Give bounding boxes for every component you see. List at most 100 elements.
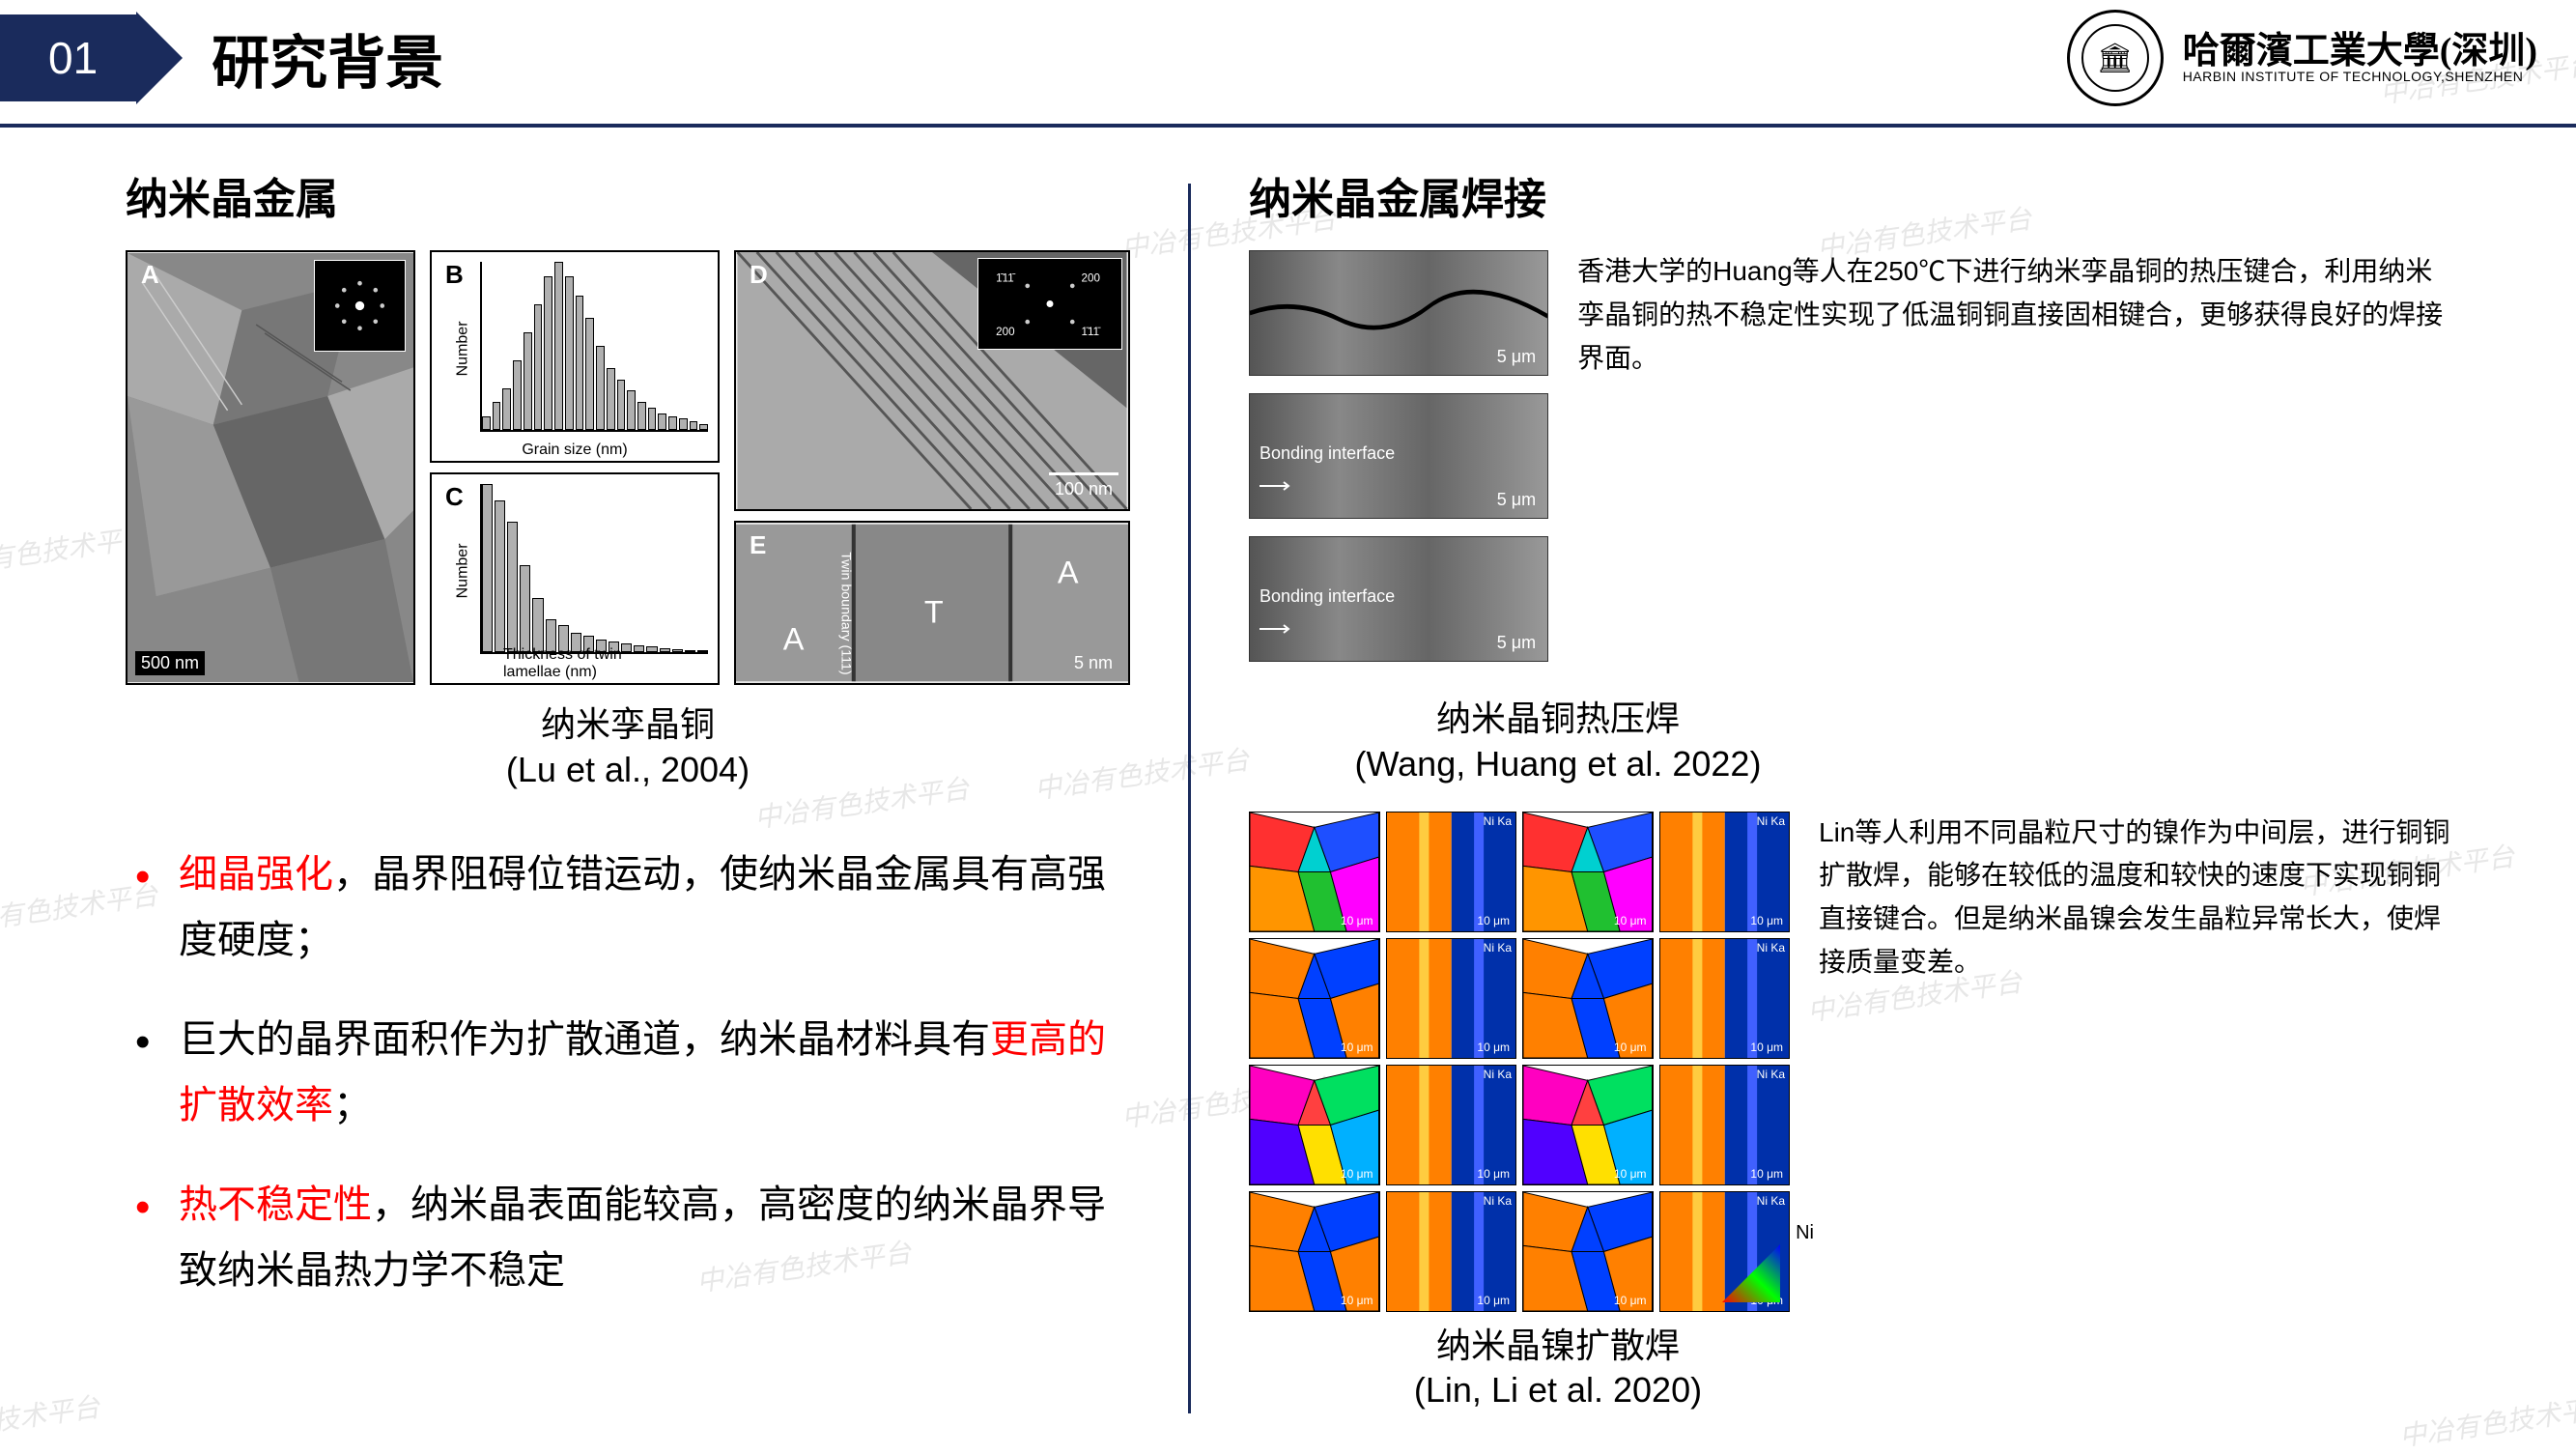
- section-number: 01: [0, 14, 136, 101]
- university-name-cn: 哈爾濱工業大學(深圳): [2183, 33, 2537, 70]
- caption-line1: 纳米孪晶铜: [126, 702, 1130, 748]
- strip-scale: 5 μm: [1497, 347, 1536, 367]
- figure-panel-c-histogram: Number Thickness of twin lamellae (nm) C: [430, 472, 720, 685]
- hist-bar: [658, 413, 666, 430]
- ebsd-map-cell: 10 μm: [1249, 812, 1380, 932]
- caption-line2: (Lu et al., 2004): [126, 748, 1130, 793]
- hist-bar: [627, 390, 636, 430]
- section-title: 研究背景: [212, 16, 443, 100]
- ipf-label: Ni: [1796, 1222, 1814, 1244]
- hist-bar: [685, 650, 695, 652]
- strip-scale: 5 μm: [1497, 490, 1536, 510]
- figure-panel-b-histogram: Number Grain size (nm) B: [430, 250, 720, 463]
- panel-a-scale: 500 nm: [135, 651, 205, 675]
- hist-bar: [513, 360, 522, 431]
- ebsd-grid: 10 μmNi Ka10 μm10 μmNi Ka10 μm10 μmNi Ka…: [1249, 812, 1790, 1312]
- hist-bar: [534, 304, 543, 431]
- caption-line1: 纳米晶铜热压焊: [1249, 697, 1867, 742]
- hist-bar: [648, 408, 657, 430]
- svg-text:1̄11̄: 1̄11̄: [996, 271, 1016, 284]
- right-caption-1: 纳米晶铜热压焊 (Wang, Huang et al. 2022): [1249, 697, 1867, 787]
- ebsd-map-cell: 10 μm: [1522, 1191, 1654, 1312]
- welding-strip-1: Bonding interface 5 μm: [1249, 393, 1548, 519]
- left-section-title: 纳米晶金属: [126, 164, 1130, 226]
- welding-strip-0: 5 μm: [1249, 250, 1548, 376]
- bullet-highlight: 热不稳定性: [179, 1183, 372, 1226]
- hist-bar: [554, 262, 563, 430]
- bullet-text: 巨大的晶界面积作为扩散通道，纳米晶材料具有: [179, 1018, 990, 1061]
- figure-panel-a: A 500 nm: [126, 250, 415, 685]
- hist-bar: [607, 368, 615, 430]
- university-logo-icon: 🏛: [2067, 10, 2164, 106]
- panel-e-label: E: [746, 530, 770, 560]
- hist-bar: [679, 418, 688, 430]
- hist-bar: [668, 416, 677, 431]
- bullet-text: ；: [333, 1084, 372, 1126]
- right-caption-2: 纳米晶镍扩散焊 (Lin, Li et al. 2020): [1249, 1324, 1867, 1414]
- hist-bar: [617, 380, 626, 430]
- ipf-triangle-icon: [1713, 1235, 1790, 1312]
- svg-text:200: 200: [996, 326, 1014, 338]
- panel-a-label: A: [137, 260, 163, 290]
- svg-text:T: T: [924, 594, 944, 629]
- caption-line1: 纳米晶镍扩散焊: [1249, 1324, 1867, 1369]
- ebsd-map-cell: 10 μm: [1522, 812, 1654, 932]
- slide-header: 01 研究背景 🏛 哈爾濱工業大學(深圳) HARBIN INSTITUTE O…: [0, 0, 2576, 116]
- svg-text:200: 200: [1082, 271, 1100, 284]
- hist-bar: [520, 565, 530, 652]
- ebsd-map-cell: 10 μm: [1249, 1191, 1380, 1312]
- right-column: 纳米晶金属焊接 5 μm Bonding interface 5 μm Bond…: [1191, 164, 2450, 1413]
- welding-strip-2: Bonding interface 5 μm: [1249, 536, 1548, 662]
- left-figure-caption: 纳米孪晶铜 (Lu et al., 2004): [126, 702, 1130, 793]
- hist-bar: [532, 598, 543, 652]
- panel-c-label: C: [441, 482, 467, 512]
- university-name-en: HARBIN INSTITUTE OF TECHNOLOGY,SHENZHEN: [2183, 70, 2537, 83]
- hist-bar: [690, 421, 698, 430]
- welding-strips-group: 5 μm Bonding interface 5 μm Bonding inte…: [1249, 250, 1548, 679]
- ebsd-profile-cell: Ni Ka10 μm: [1659, 812, 1791, 932]
- hist-b-xlabel: Grain size (nm): [522, 442, 627, 459]
- bullet-highlight: 细晶强化: [179, 853, 333, 896]
- panel-d-scale: 100 nm: [1049, 472, 1118, 501]
- ebsd-profile-cell: Ni Ka10 μm: [1386, 1191, 1517, 1312]
- ebsd-map-cell: 10 μm: [1249, 938, 1380, 1059]
- ebsd-profile-cell: Ni Ka10 μm: [1386, 812, 1517, 932]
- hist-bar: [482, 416, 491, 431]
- ebsd-map-cell: 10 μm: [1522, 938, 1654, 1059]
- ebsd-profile-cell: Ni Ka10 μm: [1386, 1065, 1517, 1185]
- ebsd-profile-cell: Ni Ka10 μm: [1659, 938, 1791, 1059]
- hist-bar: [482, 484, 493, 652]
- hist-bar: [672, 649, 683, 652]
- hist-bar: [565, 276, 574, 431]
- ebsd-profile-cell: Ni Ka10 μm: [1659, 1065, 1791, 1185]
- bullet-list: 细晶强化，晶界阻碍位错运动，使纳米晶金属具有高强度硬度； 巨大的晶界面积作为扩散…: [126, 841, 1130, 1303]
- right-description-1: 香港大学的Huang等人在250℃下进行纳米孪晶铜的热压键合，利用纳米孪晶铜的热…: [1577, 250, 2450, 380]
- figure-panel-e: A T A Twin boundary (111) E 5 nm: [734, 521, 1130, 685]
- ebsd-map-cell: 10 μm: [1249, 1065, 1380, 1185]
- right-description-2: Lin等人利用不同晶粒尺寸的镍作为中间层，进行铜铜扩散焊，能够在较低的温度和较快…: [1819, 812, 2450, 984]
- university-branding: 🏛 哈爾濱工業大學(深圳) HARBIN INSTITUTE OF TECHNO…: [2067, 10, 2537, 106]
- hist-c-xlabel: Thickness of twin lamellae (nm): [503, 646, 646, 681]
- ebsd-profile-cell: Ni Ka10 μm: [1386, 938, 1517, 1059]
- hist-bar: [646, 646, 657, 652]
- svg-text:Twin boundary (111): Twin boundary (111): [838, 552, 854, 674]
- hist-c-ylabel: Number: [454, 543, 471, 598]
- hist-bar: [697, 650, 708, 652]
- hist-b-ylabel: Number: [454, 321, 471, 376]
- svg-text:A: A: [783, 622, 805, 657]
- hist-bar: [524, 332, 532, 431]
- hist-bar: [493, 402, 501, 430]
- hist-bar: [576, 296, 584, 430]
- right-section-title: 纳米晶金属焊接: [1249, 164, 2450, 226]
- panel-b-label: B: [441, 260, 467, 290]
- bullet-item-1: 巨大的晶界面积作为扩散通道，纳米晶材料具有更高的扩散效率；: [126, 1007, 1130, 1138]
- left-column: 纳米晶金属: [126, 164, 1188, 1413]
- figure-panel-d: 1̄11̄ 200 200 1̄11̄ D 100 nm: [734, 250, 1130, 511]
- panel-d-label: D: [746, 260, 772, 290]
- panel-e-scale: 5 nm: [1068, 651, 1118, 675]
- hist-bar: [699, 424, 708, 430]
- svg-text:1̄11̄: 1̄11̄: [1082, 326, 1102, 338]
- hist-bar: [596, 346, 605, 430]
- bullet-item-0: 细晶强化，晶界阻碍位错运动，使纳米晶金属具有高强度硬度；: [126, 841, 1130, 973]
- arrow-icon: [136, 12, 183, 104]
